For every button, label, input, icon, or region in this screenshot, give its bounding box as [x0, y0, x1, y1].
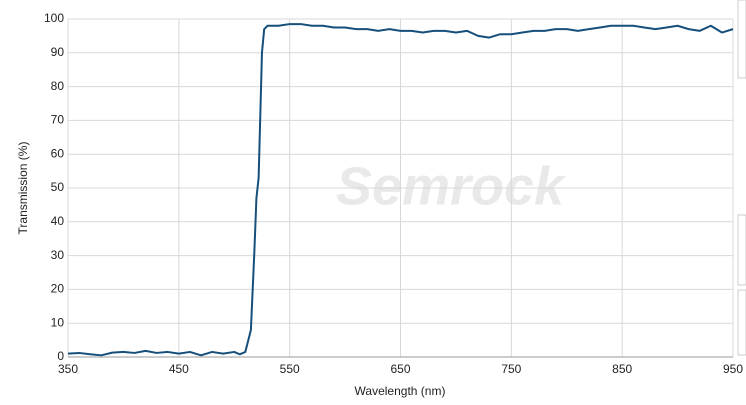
data-line [67, 23, 734, 357]
y-tick-label: 70 [51, 113, 65, 127]
y-tick-label: 30 [51, 248, 65, 262]
x-tick-label: 650 [390, 362, 410, 376]
watermark: Semrock [336, 156, 567, 216]
side-panel [737, 0, 746, 79]
y-tick-label: 40 [51, 214, 65, 228]
side-panel [737, 214, 746, 286]
x-axis-label: Wavelength (nm) [355, 384, 446, 398]
y-tick-label: 60 [51, 146, 65, 160]
y-axis-label: Transmission (%) [16, 142, 30, 235]
y-tick-label: 50 [51, 180, 65, 194]
y-tick-label: 100 [44, 11, 64, 25]
x-tick-label: 750 [501, 362, 521, 376]
y-tick-label: 80 [51, 79, 65, 93]
y-tick-label: 10 [51, 315, 65, 329]
x-tick-label: 550 [280, 362, 300, 376]
x-tick-label: 350 [58, 362, 78, 376]
x-tick-label: 850 [612, 362, 632, 376]
y-tick-label: 20 [51, 282, 65, 296]
y-tick-label: 90 [51, 45, 65, 59]
x-tick-label: 450 [169, 362, 189, 376]
y-tick-label: 0 [57, 349, 64, 363]
side-panel [737, 289, 746, 356]
x-tick-label: 950 [723, 362, 743, 376]
